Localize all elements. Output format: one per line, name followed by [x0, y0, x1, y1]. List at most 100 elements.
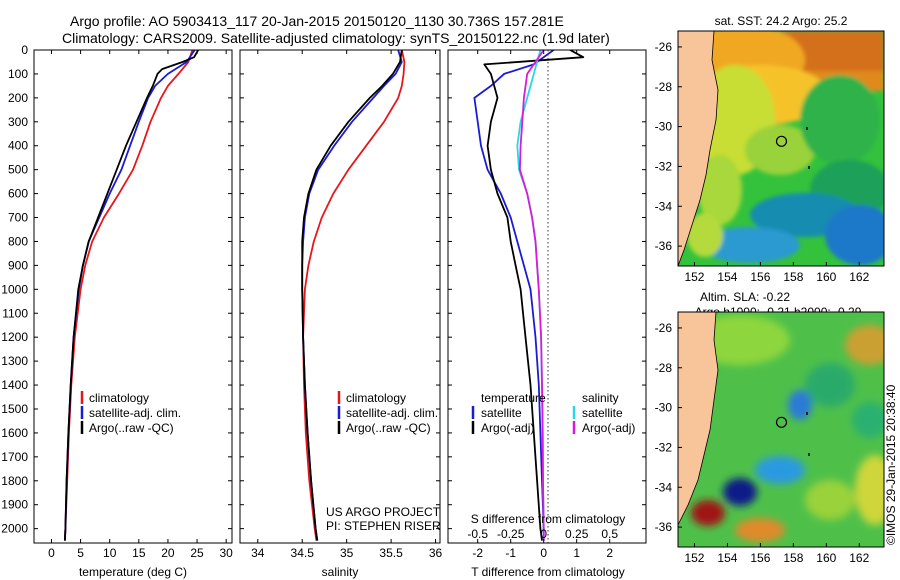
depth-tick-label: 1500	[1, 402, 28, 416]
depth-tick-label: 1400	[1, 378, 28, 392]
legend-diff-argo-salinity: Argo(-adj)	[582, 421, 635, 435]
series-satellite-line	[473, 50, 555, 541]
s-tick-label: -0.5	[467, 527, 488, 541]
depth-tick-label: 600	[8, 187, 28, 201]
legend-satellite: satellite-adj. clim.	[89, 406, 181, 420]
depth-tick-label: 400	[8, 139, 28, 153]
lon-tick-label: 162	[849, 551, 869, 565]
x-tick-label: 5	[77, 546, 84, 560]
temperature-legend: climatology satellite-adj. clim. Argo(..…	[80, 391, 181, 435]
lon-tick-label: 160	[816, 270, 836, 284]
depth-tick-label: 900	[8, 258, 28, 272]
x-tick-label: 0	[540, 546, 547, 560]
header-line-2: Climatology: CARS2009. Satellite-adjuste…	[62, 30, 610, 46]
series-argo-line	[301, 50, 403, 541]
lat-tick-label: -30	[655, 401, 673, 415]
x-tick-label: 15	[132, 546, 146, 560]
lon-tick-label: 158	[783, 551, 803, 565]
sst-map: sat. SST: 24.2 Argo: 25.2	[655, 14, 885, 284]
project-name: US ARGO PROJECT	[326, 505, 441, 519]
depth-tick-label: 1000	[1, 282, 28, 296]
s-tick-label: 0.25	[565, 527, 589, 541]
salinity-legend: climatology satellite-adj. clim. Argo(..…	[337, 391, 438, 435]
legend-diff-satellite: satellite	[481, 406, 522, 420]
depth-tick-label: 1700	[1, 450, 28, 464]
x-tick-label: 20	[161, 546, 175, 560]
s-tick-label: 0.5	[601, 527, 618, 541]
lat-tick-label: -28	[655, 361, 673, 375]
lat-tick-label: -34	[655, 199, 673, 213]
depth-tick-label: 300	[8, 115, 28, 129]
lat-tick-label: -32	[655, 440, 673, 454]
x-tick-label: 25	[190, 546, 204, 560]
legend-satellite-2: satellite-adj. clim.	[346, 406, 438, 420]
x-tick-label: 2	[606, 546, 613, 560]
lon-tick-label: 156	[750, 270, 770, 284]
lon-tick-label: 160	[816, 551, 836, 565]
project-pi: PI: STEPHEN RISER	[326, 519, 441, 533]
s-tick-label: 0	[540, 527, 547, 541]
depth-tick-label: 1900	[1, 498, 28, 512]
argo-position-marker	[775, 135, 788, 147]
legend-climatology-2: climatology	[346, 391, 406, 405]
imos-watermark: ©IMOS 29-Jan-2015 20:38:40	[884, 384, 898, 545]
series-satellite-line	[301, 50, 403, 541]
temperature-panel: 0 5 10 15 20 25 30 temperature (deg C) climato…	[33, 49, 233, 579]
x-tick-label: 34	[251, 546, 265, 560]
temperature-axis-label: temperature (deg C)	[79, 565, 187, 579]
series-argo-line	[64, 50, 199, 541]
lon-tick-label: 156	[750, 551, 770, 565]
depth-tick-label: 1100	[2, 306, 28, 320]
header-line-1: Argo profile: AO 5903413_117 20-Jan-2015…	[70, 13, 564, 29]
depth-tick-label: 2000	[1, 522, 28, 536]
legend-diff-argo: Argo(-adj)	[481, 421, 534, 435]
sst-map-title: sat. SST: 24.2 Argo: 25.2	[715, 14, 848, 28]
x-tick-label: 1	[573, 546, 580, 560]
depth-tick-label: 200	[8, 91, 28, 105]
series-satellite-line	[64, 50, 196, 541]
series-climatology-line	[64, 50, 194, 541]
salinity-axis-label: salinity	[322, 565, 359, 579]
depth-tick-label: 1600	[1, 426, 28, 440]
lon-tick-label: 158	[783, 270, 803, 284]
lat-tick-label: -26	[655, 40, 673, 54]
lat-tick-label: -28	[655, 80, 673, 94]
depth-tick-label: 800	[8, 234, 28, 248]
legend-argo: Argo(..raw -QC)	[89, 421, 174, 435]
lon-tick-label: 152	[684, 270, 704, 284]
depth-tick-label: 500	[8, 163, 28, 177]
t-difference-label: T difference from climatology	[471, 565, 625, 579]
lat-tick-label: -36	[655, 239, 673, 253]
lat-tick-label: -34	[655, 480, 673, 494]
series-climatology-line	[302, 50, 406, 541]
legend-salinity-head: salinity	[582, 391, 619, 405]
x-tick-label: 35	[340, 546, 354, 560]
legend-climatology: climatology	[89, 391, 149, 405]
x-tick-label: -2	[472, 546, 483, 560]
lat-tick-label: -26	[655, 321, 673, 335]
depth-axis: 0 100 200 300 400 500 600 700 800 900 1000 1100 1200…	[1, 43, 646, 536]
lon-tick-label: 162	[849, 270, 869, 284]
argo-position-marker-2	[775, 416, 788, 428]
x-tick-label: 0	[48, 546, 55, 560]
difference-panel: -2 -1 0 1 2 -0.5 -0.25 0 0.25 0.5 T difference f…	[447, 49, 647, 579]
salinity-panel: 34 34.5 35 35.5 36 salinity climatology sate…	[239, 49, 443, 579]
depth-tick-label: 1300	[1, 354, 28, 368]
temperature-axis: 0 5 10 15 20 25 30	[48, 50, 233, 560]
legend-diff-sat-salinity: satellite	[582, 406, 623, 420]
series-argo-line	[483, 50, 585, 541]
s-difference-axis: -0.5 -0.25 0 0.25 0.5	[467, 527, 618, 541]
depth-tick-label: 1800	[1, 474, 28, 488]
x-tick-label: 36	[429, 546, 443, 560]
x-tick-label: 34.5	[291, 546, 315, 560]
legend-argo-2: Argo(..raw -QC)	[346, 421, 431, 435]
sla-map: Altim. SLA: -0.22 Argo h1000: -0.21 h200…	[655, 290, 885, 565]
x-tick-label: 10	[103, 546, 117, 560]
salinity-axis: 34 34.5 35 35.5 36	[251, 50, 443, 560]
difference-legend: temperature salinity satellite Argo(-adj…	[471, 391, 635, 435]
lon-tick-label: 154	[717, 551, 737, 565]
s-tick-label: -0.25	[497, 527, 525, 541]
lat-tick-label: -32	[655, 159, 673, 173]
s-difference-label: S difference from climatology	[471, 512, 626, 526]
